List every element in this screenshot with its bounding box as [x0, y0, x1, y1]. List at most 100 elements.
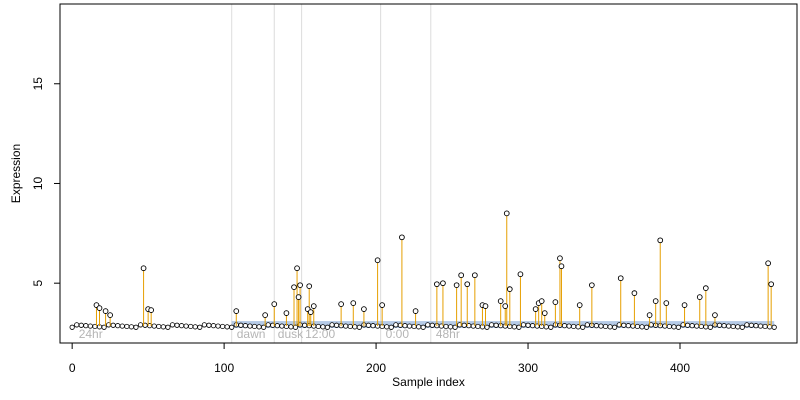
y-tick-label: 15	[31, 77, 45, 91]
baseline-point	[461, 322, 467, 328]
baseline-point	[206, 322, 212, 328]
data-point	[102, 308, 109, 314]
data-point	[502, 303, 509, 309]
data-point	[297, 282, 303, 289]
data-point	[768, 281, 775, 288]
baseline-point	[561, 323, 568, 329]
baseline-point	[726, 323, 732, 329]
data-point	[434, 281, 440, 288]
baseline-point	[183, 323, 189, 329]
baseline-point	[416, 324, 422, 330]
baseline-point	[215, 323, 221, 329]
y-tick-label: 5	[31, 280, 45, 287]
baseline-point	[484, 324, 490, 330]
baseline-point	[671, 324, 677, 330]
baseline-point	[634, 323, 641, 330]
baseline-point	[739, 324, 745, 330]
baseline-point	[516, 324, 522, 330]
data-point	[696, 294, 703, 300]
data-point	[557, 255, 563, 262]
baseline-point	[584, 322, 590, 328]
baseline-point	[160, 324, 166, 330]
baseline-point	[771, 324, 777, 330]
data-point	[379, 302, 386, 308]
data-point	[140, 265, 147, 272]
baseline-point	[593, 323, 600, 329]
data-point	[453, 282, 460, 289]
data-point	[652, 298, 659, 304]
data-point	[681, 302, 688, 308]
x-tick-label: 300	[518, 361, 538, 375]
data-point	[712, 312, 718, 318]
period-label: 24hr	[79, 327, 103, 341]
y-tick-label: 10	[31, 176, 45, 190]
baseline-point	[201, 322, 207, 328]
baseline-point	[666, 323, 672, 330]
data-point	[148, 307, 155, 313]
data-point	[517, 271, 524, 278]
baseline-band	[69, 321, 777, 330]
baseline-point	[265, 322, 271, 328]
data-point	[262, 312, 268, 318]
baseline-point	[757, 323, 764, 329]
baseline-point	[748, 322, 755, 328]
baseline-point	[365, 322, 372, 328]
baseline-point	[324, 324, 331, 330]
baseline-point	[110, 322, 116, 328]
baseline-point	[343, 323, 349, 329]
baseline-point	[694, 323, 700, 329]
data-point	[532, 306, 539, 312]
data-point	[464, 281, 471, 288]
baseline-point	[229, 324, 235, 330]
baseline-point	[689, 323, 695, 329]
data-point	[107, 312, 113, 318]
data-point	[663, 300, 670, 306]
data-point	[374, 257, 381, 264]
baseline-point	[520, 322, 527, 328]
data-point	[552, 299, 559, 305]
data-point	[271, 301, 278, 307]
baseline-point	[735, 324, 741, 330]
x-axis-title: Sample index	[392, 375, 465, 389]
x-tick-label: 100	[214, 361, 234, 375]
baseline-point	[137, 322, 144, 328]
baseline-point	[598, 323, 604, 329]
baseline-point	[529, 323, 536, 329]
baseline-point	[643, 324, 650, 330]
baseline-point	[124, 323, 130, 330]
baseline-point	[197, 324, 203, 330]
data-point	[482, 303, 489, 309]
baseline-point	[475, 323, 481, 330]
baseline-point	[721, 323, 727, 329]
baseline-point	[292, 324, 299, 330]
baseline-point	[165, 324, 171, 330]
baseline-point	[169, 322, 176, 328]
data-point	[765, 260, 771, 267]
data-point	[283, 310, 290, 316]
x-axis: 0 100 200 300 400	[69, 343, 690, 375]
baseline-point	[753, 323, 759, 329]
data-points	[93, 210, 775, 318]
baseline-point	[370, 323, 376, 329]
period-boundaries	[231, 4, 432, 343]
y-axis: 5 10 15	[31, 77, 60, 287]
baseline-point	[356, 324, 362, 330]
baseline-point	[174, 322, 180, 328]
baseline-point	[580, 324, 586, 330]
baseline-point	[188, 323, 194, 330]
baseline-point	[744, 322, 750, 328]
data-point	[471, 272, 478, 279]
baseline-point	[119, 323, 125, 329]
baseline-point	[566, 323, 572, 329]
data-point	[412, 308, 419, 314]
data-point	[295, 294, 302, 300]
baseline-point	[224, 324, 230, 330]
data-point	[617, 275, 624, 282]
period-label: dusk	[278, 327, 304, 341]
baseline-point	[488, 322, 495, 328]
data-point	[497, 298, 504, 304]
data-point	[646, 312, 653, 318]
baseline-point	[675, 324, 682, 330]
baseline-point	[607, 324, 613, 330]
